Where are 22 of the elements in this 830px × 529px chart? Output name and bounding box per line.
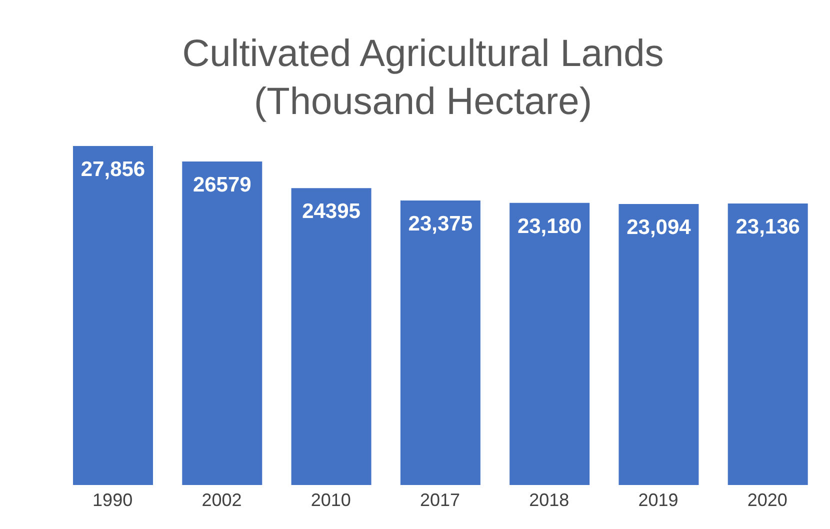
chart-title: Cultivated Agricultural Lands (Thousand Hectare) [181,32,665,125]
bar [618,204,699,485]
x-tick-label: 2002 [202,490,242,510]
bar [510,202,590,485]
data-label: 23,094 [626,216,692,239]
x-tick-label: 1990 [92,490,133,510]
x-tick-label: 2020 [747,490,788,510]
data-label: 26579 [192,174,252,197]
bar [73,146,153,485]
data-label: 23,136 [736,215,800,238]
data-label: 24395 [302,200,361,224]
data-label: 23,375 [408,212,473,236]
x-tick-label: 2010 [310,490,351,510]
x-tick-label: 2017 [420,490,460,510]
data-label: 27,856 [80,158,146,181]
data-label: 23,180 [517,214,582,238]
x-tick-label: 2018 [529,490,570,510]
bar [400,200,480,485]
bar [728,203,808,485]
bar [291,188,372,485]
bar [182,162,262,485]
x-tick-label: 2019 [638,490,678,510]
